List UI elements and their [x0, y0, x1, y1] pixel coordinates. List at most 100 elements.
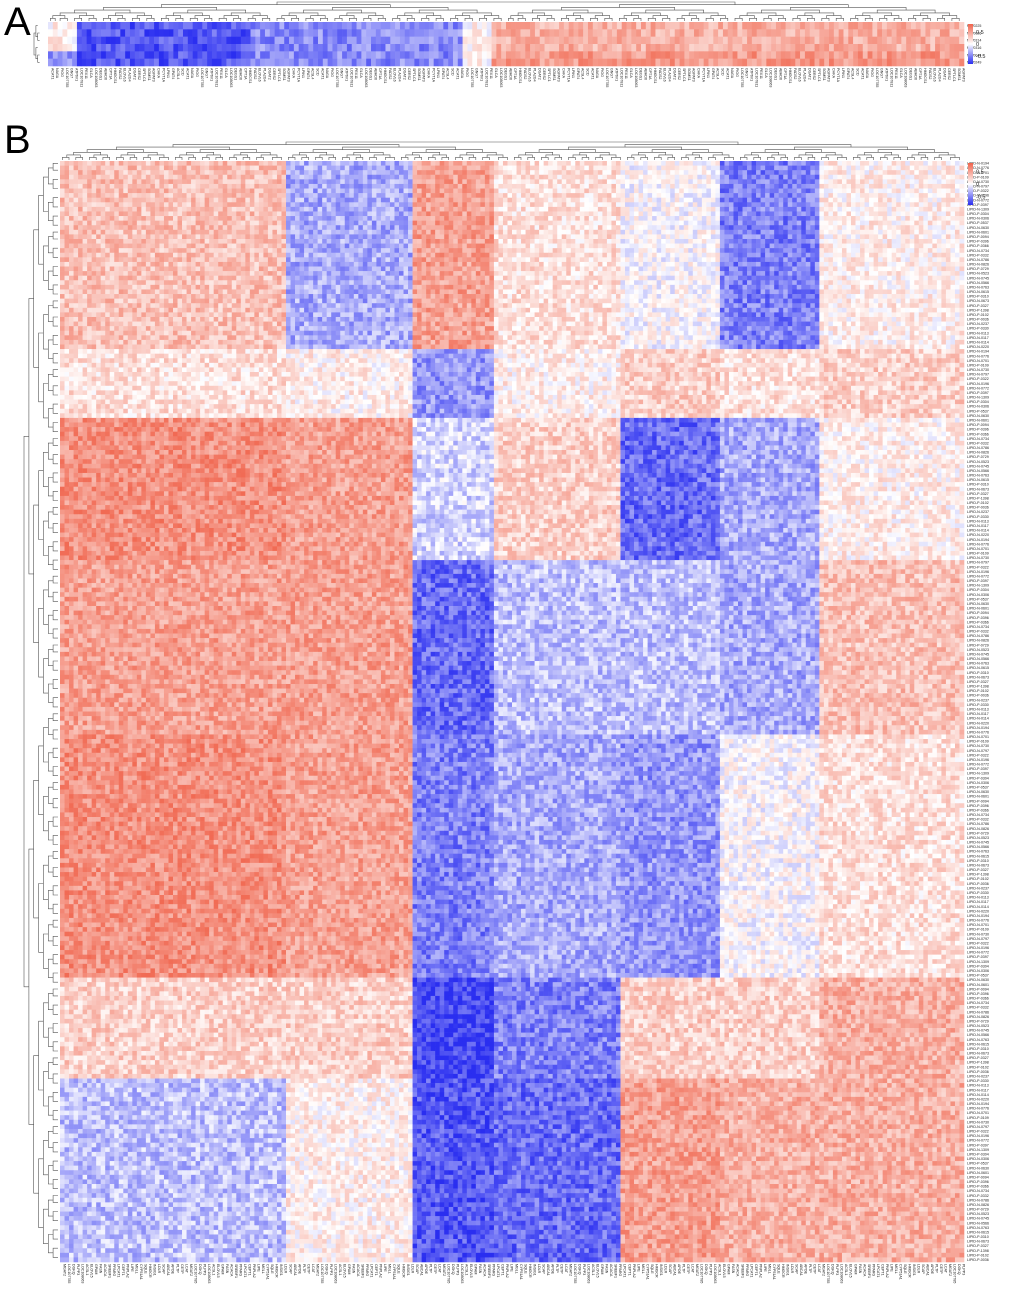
heatmap-b-cell: [530, 179, 535, 184]
heatmap-a-cell: [675, 37, 680, 45]
heatmap-a-column-label: ELOVL6: [258, 68, 262, 82]
heatmap-a-cell: [689, 29, 694, 37]
heatmap-b-cell: [440, 170, 445, 175]
heatmap-a-column-label: SCD: [586, 68, 590, 76]
heatmap-a-cell: [713, 37, 718, 45]
heatmap-b-cell: [720, 175, 725, 180]
heatmap-b-cell: [634, 161, 639, 166]
heatmap-a-column-label: AGPAT3: [827, 68, 831, 82]
heatmap-a-column-label: HMGCS1: [248, 68, 252, 83]
heatmap-b-cell: [837, 161, 842, 166]
heatmap-a-column-label: PCYT1A: [701, 68, 705, 83]
heatmap-a-cell: [419, 59, 424, 67]
heatmap-b-cell: [241, 161, 246, 166]
heatmap-a-cell: [622, 29, 627, 37]
heatmap-a-column-label: GNG7: [70, 68, 74, 78]
heatmap-a-column-label: PCYT1A: [161, 68, 165, 83]
heatmap-b-cell: [137, 175, 142, 180]
heatmap-b-cell: [575, 179, 580, 184]
heatmap-b-cell: [566, 175, 571, 180]
heatmap-a-cell: [954, 22, 959, 30]
heatmap-a-cell: [96, 51, 101, 59]
heatmap-b-cell: [281, 193, 286, 198]
heatmap-b-cell: [815, 170, 820, 175]
heatmap-a-cell: [540, 59, 545, 67]
heatmap-b-cell: [743, 189, 748, 194]
heatmap-b-cell: [783, 184, 788, 189]
heatmap-b-cell: [394, 189, 399, 194]
heatmap-b-cell: [756, 175, 761, 180]
heatmap-b-cell: [449, 179, 454, 184]
heatmap-b-cell: [526, 184, 531, 189]
heatmap-b-cell: [227, 189, 232, 194]
heatmap-a-cell: [790, 29, 795, 37]
heatmap-b-cell: [666, 179, 671, 184]
heatmap-a-cell: [467, 37, 472, 45]
heatmap-a-cell: [410, 51, 415, 59]
heatmap-a-cell: [284, 37, 289, 45]
heatmap-a-cell: [843, 44, 848, 52]
heatmap-a-cell: [757, 22, 762, 30]
heatmap-a-column-label: LOC107785: [335, 68, 339, 87]
heatmap-a-column-label: PIGG: [60, 68, 64, 77]
heatmap-b-cell: [114, 179, 119, 184]
heatmap-a-cell: [675, 22, 680, 30]
heatmap-a-cell: [545, 44, 550, 52]
heatmap-a-cell: [106, 37, 111, 45]
heatmap-a-cell: [598, 59, 603, 67]
heatmap-b-cell: [819, 193, 824, 198]
heatmap-a-cell: [188, 51, 193, 59]
heatmap-b-cell: [602, 161, 607, 166]
heatmap-b-cell: [878, 189, 883, 194]
heatmap-a-cell: [492, 51, 497, 59]
heatmap-b-cell: [792, 184, 797, 189]
heatmap-b-cell: [670, 179, 675, 184]
heatmap-a-column-label: ATP6V1: [210, 68, 214, 81]
heatmap-b-cell: [178, 193, 183, 198]
heatmap-a-cell: [680, 51, 685, 59]
heatmap-a-cell: [164, 29, 169, 37]
heatmap-b-cell: [792, 161, 797, 166]
heatmap-b-cell: [828, 161, 833, 166]
heatmap-b-cell: [783, 170, 788, 175]
heatmap-b-cell: [693, 184, 698, 189]
heatmap-a-cell: [337, 44, 342, 52]
heatmap-b-cell: [950, 193, 955, 198]
heatmap-a-cell: [602, 29, 607, 37]
heatmap-a-cell: [304, 37, 309, 45]
heatmap-b-cell: [846, 175, 851, 180]
heatmap-a-cell: [516, 59, 521, 67]
heatmap-b-cell: [503, 184, 508, 189]
heatmap-a-cell: [439, 51, 444, 59]
heatmap-a-cell: [357, 51, 362, 59]
heatmap-a-cell: [776, 51, 781, 59]
heatmap-b-cell: [358, 175, 363, 180]
heatmap-a-cell: [872, 22, 877, 30]
heatmap-b-cell: [959, 170, 964, 175]
heatmap-b-cell: [209, 170, 214, 175]
heatmap-b-cell: [652, 161, 657, 166]
heatmap-a-cell: [853, 44, 858, 52]
heatmap-b-cell: [914, 193, 919, 198]
heatmap-a-cell: [583, 59, 588, 67]
heatmap-b-cell: [372, 170, 377, 175]
heatmap-a-cell: [87, 22, 92, 30]
heatmap-b-cell: [697, 179, 702, 184]
heatmap-a-cell: [390, 37, 395, 45]
heatmap-b-cell: [702, 161, 707, 166]
heatmap-a-cell: [718, 44, 723, 52]
heatmap-b-cell: [919, 161, 924, 166]
heatmap-a-cell: [183, 51, 188, 59]
heatmap-a-cell: [149, 51, 154, 59]
heatmap-b-cell: [458, 170, 463, 175]
heatmap-a-cell: [77, 29, 82, 37]
heatmap-b-cell: [340, 166, 345, 171]
heatmap-a-cell: [742, 59, 747, 67]
heatmap-b-cell: [507, 170, 512, 175]
heatmap-a-column-label: SCD: [856, 68, 860, 76]
heatmap-a-cell: [323, 29, 328, 37]
heatmap-a-cell: [458, 22, 463, 30]
heatmap-a-cell: [897, 51, 902, 59]
heatmap-a-cell: [419, 37, 424, 45]
heatmap-a-cell: [332, 29, 337, 37]
